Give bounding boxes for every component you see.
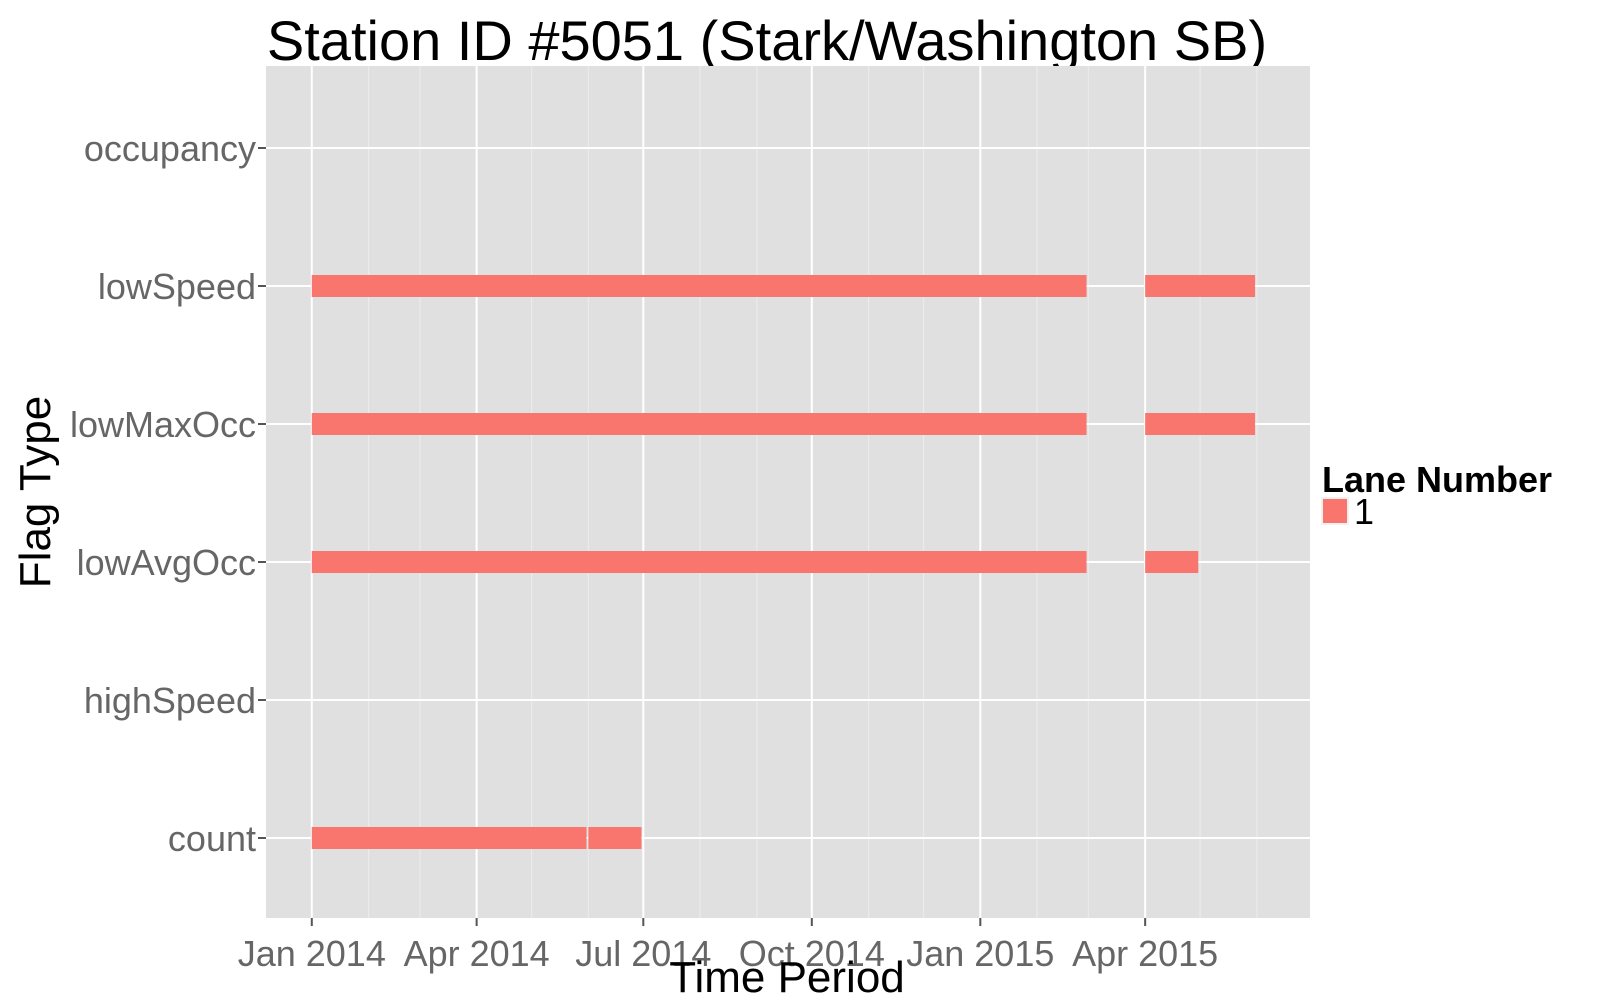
x-tick-label: Jan 2014 [238, 933, 386, 974]
y-tick-label: occupancy [84, 128, 256, 169]
x-axis-label: Time Period [669, 953, 905, 1000]
y-tick-label: highSpeed [84, 680, 256, 721]
flag-bar [311, 275, 1087, 297]
y-tick-label: lowAvgOcc [77, 542, 256, 583]
flag-bar [311, 413, 1087, 435]
x-tick-label: Jan 2015 [906, 933, 1054, 974]
legend-swatch [1321, 497, 1349, 525]
legend-title: Lane Number [1322, 459, 1552, 500]
flag-bar [311, 827, 587, 849]
minor-gridlines [367, 66, 1258, 918]
y-axis-ticks: occupancy lowSpeed lowMaxOcc lowAvgOcc highS… [70, 128, 266, 859]
x-tick-label: Apr 2015 [1072, 933, 1218, 974]
x-tick-label: Jul 2014 [575, 933, 711, 974]
x-axis-ticks: Jan 2014 Apr 2014 Jul 2014 Oct 2014 Jan 2015… [238, 918, 1218, 974]
flag-bar [311, 551, 1087, 573]
y-tick-label: count [168, 818, 256, 859]
plot-panel [266, 66, 1310, 918]
x-tick-label: Oct 2014 [739, 933, 885, 974]
chart-title: Station ID #5051 (Stark/Washington SB) [267, 9, 1267, 72]
flag-bar [1145, 551, 1199, 573]
x-tick-label: Apr 2014 [404, 933, 550, 974]
flag-bar [1145, 275, 1256, 297]
y-tick-label: lowMaxOcc [70, 404, 256, 445]
flag-bars [311, 275, 1256, 849]
flag-bar [588, 827, 642, 849]
y-tick-label: lowSpeed [98, 266, 256, 307]
legend: Lane Number 1 [1321, 459, 1552, 532]
flag-bar [1145, 413, 1256, 435]
legend-entries: 1 [1321, 491, 1374, 532]
y-axis-label: Flag Type [11, 396, 60, 588]
legend-entry-label: 1 [1354, 491, 1374, 532]
major-gridlines [266, 66, 1310, 918]
